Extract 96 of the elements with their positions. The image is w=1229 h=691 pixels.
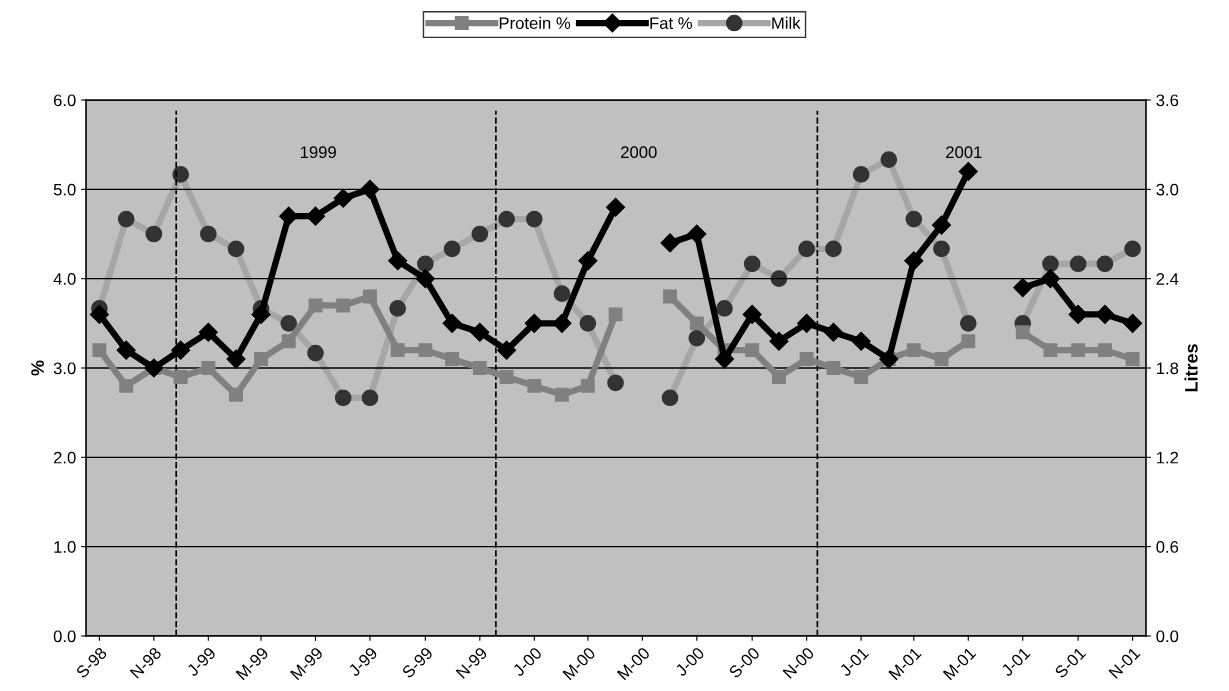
point: [363, 289, 377, 304]
annotation: 1999: [300, 146, 336, 159]
point: [171, 340, 191, 360]
y2-tick-label: 3.6: [1156, 94, 1179, 107]
y-axis-title: %: [31, 360, 44, 376]
y2-tick-label: 1.2: [1156, 451, 1179, 464]
point: [687, 224, 707, 244]
point: [1043, 343, 1058, 358]
point: [418, 343, 433, 358]
point: [1095, 304, 1115, 324]
point: [851, 331, 871, 351]
point: [742, 304, 762, 324]
point: [1125, 352, 1140, 367]
point: [333, 188, 353, 208]
y-tick-label: 0.0: [53, 630, 76, 643]
point: [1013, 278, 1033, 298]
x-tick-label: J-00: [511, 646, 543, 678]
point: [119, 378, 134, 393]
point: [606, 197, 626, 217]
point: [714, 349, 735, 369]
y2-tick-label: 0.6: [1156, 541, 1179, 553]
point: [580, 378, 595, 393]
x-tick-label: J-01: [838, 646, 870, 678]
y-tick-label: 6.0: [53, 94, 76, 107]
annotation: 2000: [621, 146, 657, 159]
y-tick-label: 5.0: [53, 183, 76, 196]
point: [281, 334, 296, 349]
point: [555, 387, 569, 402]
point: [826, 361, 841, 375]
point: [904, 251, 924, 271]
y-tick-label: 3.0: [53, 362, 76, 375]
point: [769, 331, 789, 351]
point: [201, 361, 216, 375]
point: [1097, 343, 1112, 358]
point: [854, 369, 869, 384]
point: [336, 298, 351, 313]
point: [823, 322, 843, 342]
point: [578, 251, 598, 271]
point: [689, 316, 704, 331]
legend-label: Milk: [772, 16, 801, 29]
point: [388, 251, 408, 271]
point: [279, 206, 299, 226]
point: [499, 369, 514, 384]
point: [663, 289, 677, 304]
x-tick-label: J-00: [674, 646, 706, 678]
point: [251, 304, 271, 324]
x-tick-label: J-99: [185, 646, 217, 678]
point: [390, 343, 405, 358]
point: [772, 369, 786, 384]
point: [305, 206, 326, 226]
y2-tick-label: 1.8: [1156, 362, 1179, 375]
point: [527, 378, 542, 393]
point: [958, 161, 978, 182]
point: [472, 361, 487, 375]
y-tick-label: 1.0: [54, 541, 76, 553]
y-tick-label: 2.0: [53, 451, 76, 464]
point: [931, 215, 952, 235]
y2-tick-label: 2.4: [1156, 273, 1179, 285]
y2-tick-label: 0.0: [1156, 630, 1179, 643]
point: [497, 340, 517, 360]
point: [660, 233, 680, 253]
point: [552, 313, 572, 333]
y2-axis-title: Litres: [1184, 344, 1198, 392]
point: [198, 322, 218, 342]
x-tick-label: J-01: [1000, 646, 1031, 678]
point: [89, 304, 109, 324]
point: [608, 307, 623, 322]
point: [799, 352, 814, 367]
point: [1071, 343, 1086, 358]
point: [524, 313, 544, 333]
point: [229, 387, 243, 402]
point: [470, 322, 490, 342]
legend-label: Fat %: [650, 17, 692, 30]
y2-tick-label: 3.0: [1156, 183, 1179, 196]
annotation: 2001: [946, 146, 982, 159]
point: [961, 334, 976, 349]
point: [1015, 325, 1030, 340]
point: [254, 352, 268, 367]
point: [360, 179, 380, 199]
point: [445, 352, 460, 367]
legend-label: Protein %: [499, 16, 571, 30]
point: [797, 313, 817, 333]
point: [745, 343, 760, 358]
point: [1068, 304, 1088, 324]
x-tick-label: J-99: [347, 646, 379, 678]
point: [442, 313, 462, 333]
point: [173, 369, 188, 384]
point: [1040, 269, 1060, 289]
point: [415, 269, 435, 289]
point: [116, 340, 136, 360]
point: [1123, 313, 1143, 333]
y-tick-label: 4.0: [53, 273, 76, 285]
point: [92, 343, 107, 358]
point: [906, 343, 921, 358]
point: [934, 352, 949, 367]
point: [226, 349, 246, 369]
